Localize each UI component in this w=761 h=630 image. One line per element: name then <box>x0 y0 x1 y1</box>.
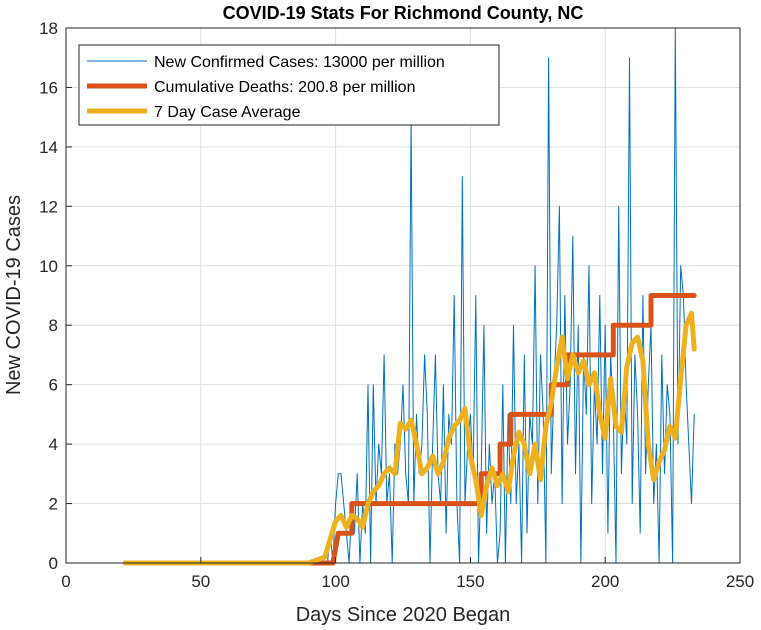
plot-frame <box>65 27 741 564</box>
y-tick-label: 14 <box>39 138 58 157</box>
legend-box <box>78 44 500 126</box>
chart-title: COVID-19 Stats For Richmond County, NC <box>223 3 584 23</box>
x-tick-label: 200 <box>591 572 619 591</box>
series-cumulative-deaths-line <box>122 293 697 566</box>
y-tick-label: 2 <box>49 495 58 514</box>
y-tick-label: 16 <box>39 78 58 97</box>
series-new-cases-line <box>124 27 695 564</box>
y-tick-label: 4 <box>49 435 58 454</box>
ticks: 0 50 100 150 200 250 0 2 4 6 8 10 12 14 16 18 <box>39 19 754 591</box>
y-tick-label: 10 <box>39 257 58 276</box>
x-tick-label: 250 <box>726 572 754 591</box>
x-tick-label: 50 <box>191 572 210 591</box>
y-tick-label: 12 <box>39 197 58 216</box>
x-tick-label: 0 <box>61 572 70 591</box>
y-tick-label: 18 <box>39 19 58 38</box>
series-7-day-average-line <box>122 310 697 566</box>
legend-label-average: 7 Day Case Average <box>154 104 301 121</box>
x-tick-label: 150 <box>456 572 484 591</box>
y-tick-label: 0 <box>49 554 58 573</box>
x-axis-label: Days Since 2020 Began <box>296 604 511 626</box>
y-axis-label: New COVID-19 Cases <box>3 195 25 395</box>
plot-lines <box>122 27 697 566</box>
legend-label-cases: New Confirmed Cases: 13000 per million <box>154 54 445 71</box>
legend-label-deaths: Cumulative Deaths: 200.8 per million <box>154 79 415 96</box>
x-tick-label: 100 <box>321 572 349 591</box>
y-tick-label: 8 <box>49 316 58 335</box>
legend: New Confirmed Cases: 13000 per million C… <box>78 44 500 126</box>
y-tick-label: 6 <box>49 376 58 395</box>
